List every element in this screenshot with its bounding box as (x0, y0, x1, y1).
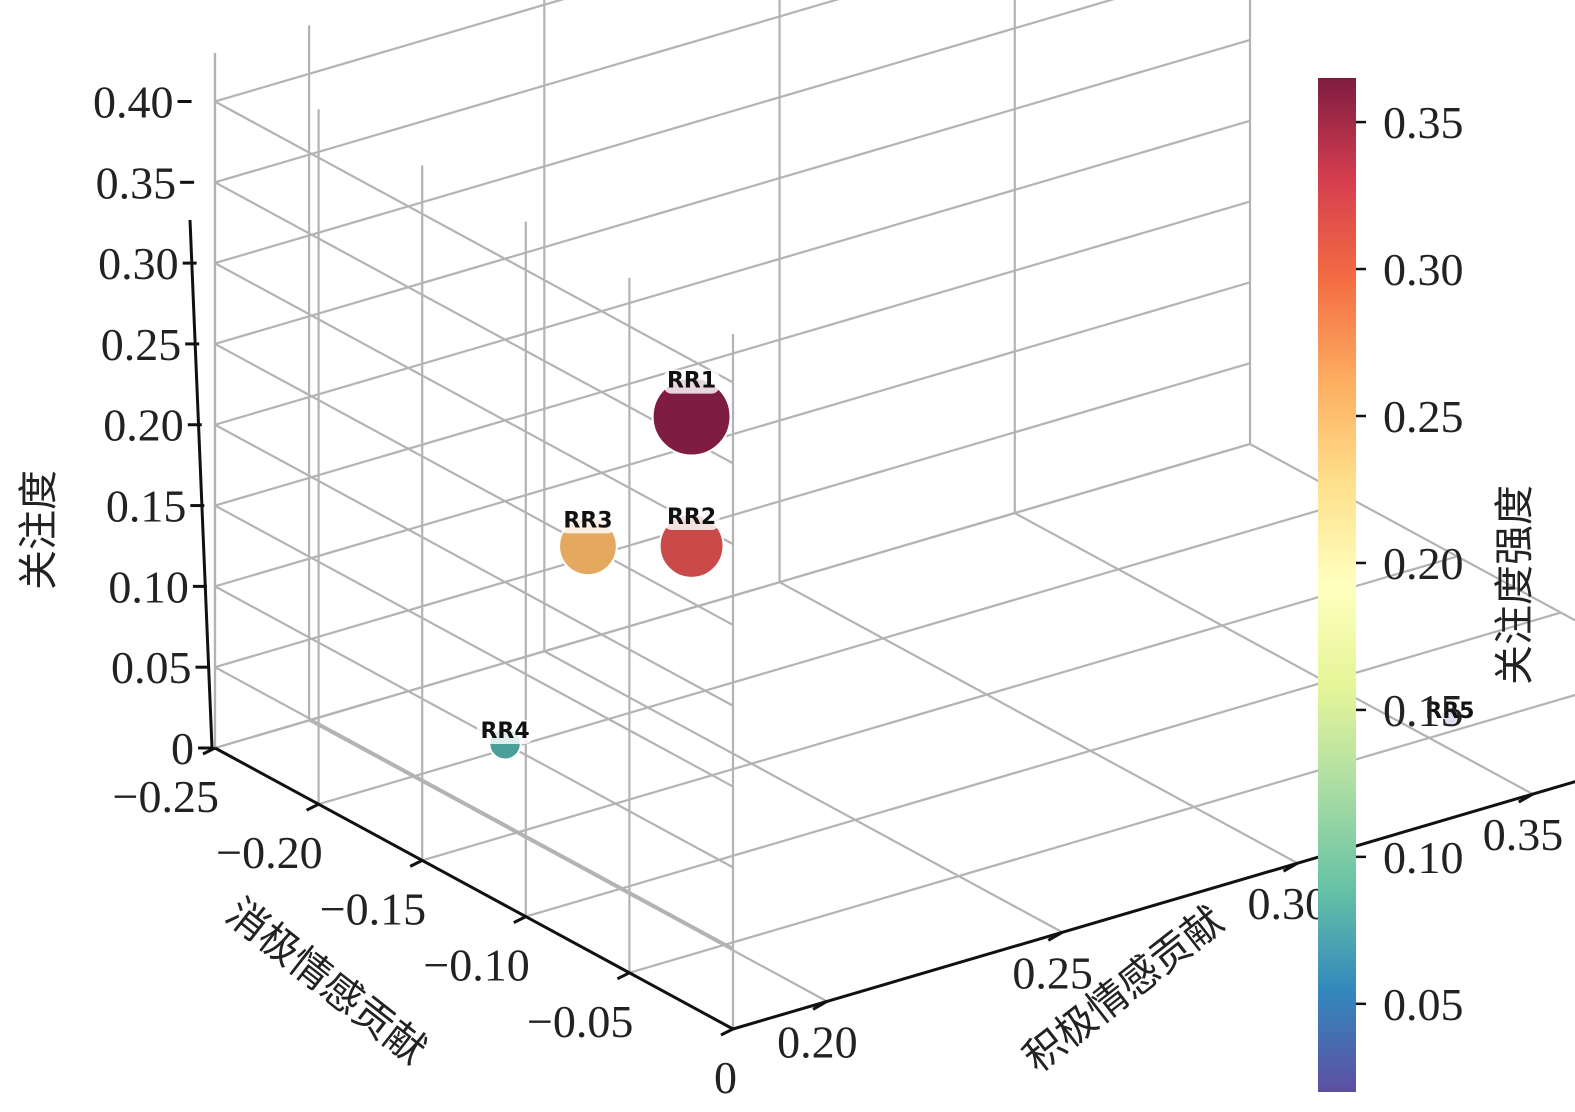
tick-labels: 0.20 0.25 0.30 0.35 0.40 −0.25−0.20−0.15 −0.10… (93, 76, 1564, 1103)
y-tick-label: −0.10 (423, 940, 529, 991)
colorbar-tick-label: 0.05 (1383, 979, 1464, 1030)
y-tick-label: 0 (714, 1052, 737, 1103)
colorbar-ticks: 0.05 0.10 0.15 0.20 0.25 0.30 0.35 (1356, 97, 1464, 1030)
z-tick-label: 0.25 (101, 319, 182, 370)
z-tick-label: 0.20 (103, 400, 184, 451)
gridline-z-right (214, 362, 1251, 669)
x-tick-mark (1282, 861, 1299, 873)
y-tick-label: −0.15 (320, 883, 426, 934)
data-point: RR4 (477, 719, 534, 761)
y-tick-label: −0.20 (216, 827, 322, 878)
gridline-x-floor (1014, 512, 1534, 796)
colorbar-label: 关注度强度 (1492, 485, 1538, 685)
point-label: RR5 (1425, 699, 1474, 724)
data-point: RR2 (658, 505, 725, 579)
x-tick-label: 0.30 (1248, 878, 1329, 929)
gridline-z-left (214, 585, 734, 869)
gridline-y-floor (629, 693, 1575, 974)
x-axis-line (732, 780, 1575, 1031)
gridline-y-floor (318, 499, 1354, 806)
colorbar-tick-label: 0.25 (1383, 391, 1464, 442)
y-tick-mark (720, 1027, 734, 1037)
gridline-z-left (214, 342, 734, 626)
x-tick-label: 0.20 (777, 1016, 858, 1067)
gridline-x-floor (543, 650, 1063, 934)
data-points: RR1 RR2 RR3 RR4 RR5 (477, 369, 1478, 761)
x-tick-mark (1518, 792, 1534, 804)
gridline-z-left (214, 181, 734, 465)
point-label-box (559, 509, 616, 534)
gridline-z-left (214, 100, 734, 384)
colorbar-tick-label: 0.20 (1383, 538, 1464, 589)
axis-lines (177, 99, 1575, 1037)
gridline-z-right (214, 0, 565, 103)
gridline-z-right (214, 442, 1251, 750)
gridline-z-left (214, 666, 734, 950)
point-label: RR4 (480, 719, 529, 744)
gridline-z-left (214, 262, 734, 546)
x-tick-label: 0.25 (1012, 947, 1092, 998)
z-tick-label: 0.35 (96, 157, 177, 208)
gridline-z-right (214, 281, 1251, 588)
colorbar-tick-label: 0.30 (1383, 244, 1464, 295)
z-tick-label: 0.05 (111, 642, 192, 693)
point-label: RR3 (563, 508, 612, 533)
z-tick-label: 0 (171, 723, 194, 774)
point-label-box (663, 369, 720, 394)
point-label: RR2 (667, 505, 716, 530)
colorbar-tick-label: 0.10 (1383, 832, 1464, 883)
gridline-z-right (214, 119, 1251, 426)
x-tick-label: 0.35 (1483, 809, 1564, 860)
y-tick-mark (202, 746, 216, 756)
gridline-z-right (214, 0, 840, 184)
gridline-z-right (214, 38, 1251, 345)
y-tick-label: −0.05 (527, 996, 633, 1047)
gridline-x-floor (779, 581, 1299, 865)
y-tick-mark (616, 971, 631, 981)
y-tick-label: −0.25 (113, 771, 219, 822)
z-axis-line (188, 219, 214, 749)
axis-panes (215, 0, 1575, 1029)
point-label-box (663, 505, 720, 530)
point-label-box (1421, 700, 1478, 725)
y-tick-mark (409, 859, 423, 868)
gridline-y-floor (525, 611, 1562, 918)
gridlines (213, 0, 1575, 1031)
gridline-z-right (214, 200, 1251, 507)
colorbar-tick-label: 0.35 (1383, 97, 1464, 148)
z-tick-label: 0.40 (93, 76, 174, 127)
gridline-x-floor (308, 719, 828, 1003)
y-tick-mark (513, 915, 527, 924)
y-tick-mark (305, 802, 320, 812)
x-tick-mark (1047, 930, 1064, 942)
gridline-y-floor (421, 555, 1458, 862)
data-point: RR1 (651, 369, 732, 457)
point-label-box (477, 719, 534, 744)
gridline-z-left (214, 423, 734, 707)
z-tick-label: 0.10 (108, 561, 189, 612)
y-axis-line (214, 746, 734, 1031)
data-point: RR3 (558, 508, 618, 577)
z-tick-label: 0.30 (98, 238, 179, 289)
colorbar-tick-label: 0.15 (1383, 685, 1464, 736)
gridline-z-right (214, 0, 1115, 265)
point-label: RR1 (667, 369, 716, 394)
z-tick-label: 0.15 (106, 481, 187, 532)
z-axis-label: 关注度 (16, 470, 62, 590)
colorbar (1318, 78, 1356, 1092)
data-point: RR5 (1421, 699, 1478, 727)
x-tick-mark (812, 1000, 828, 1011)
gridline-z-left (214, 504, 734, 788)
